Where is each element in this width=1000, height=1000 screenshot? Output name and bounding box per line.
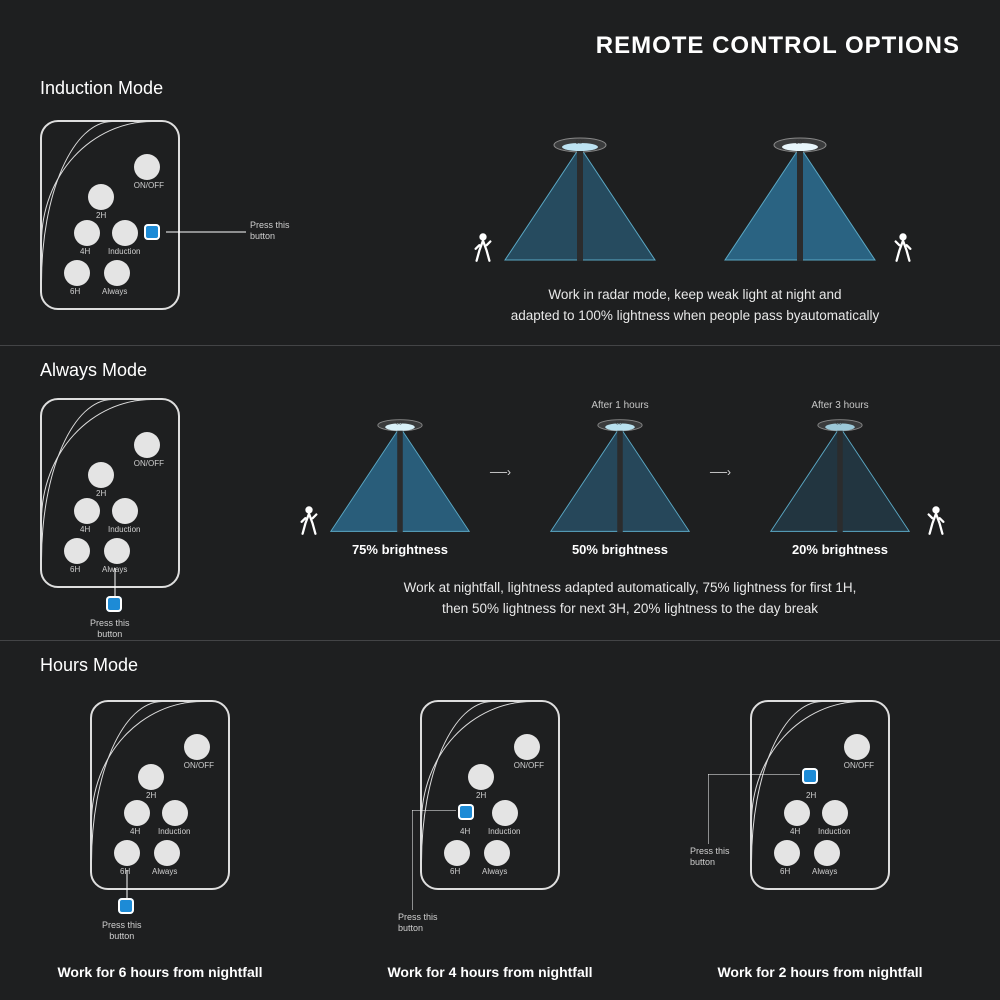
lamp-always-1: 60° 75% brightness bbox=[320, 400, 480, 557]
remote-always: ON/OFF 2H 4H Induction 6H Always Press t… bbox=[40, 398, 180, 588]
section-induction: Induction Mode bbox=[40, 78, 960, 109]
walker-icon bbox=[925, 505, 947, 535]
section-always: Always Mode bbox=[40, 360, 960, 391]
remote-6h: ON/OFF 2H 4H Induction 6H Always Press t… bbox=[90, 700, 230, 890]
remote-4h: ON/OFF 2H Induction 6H Always 4H Press t… bbox=[420, 700, 560, 890]
desc-always: Work at nightfall, lightness adapted aut… bbox=[300, 578, 960, 620]
press-label: Press this button bbox=[250, 220, 290, 242]
caption-6h: Work for 6 hours from nightfall bbox=[40, 964, 280, 980]
section-hours: Hours Mode bbox=[40, 655, 960, 686]
highlight-4h bbox=[458, 804, 474, 820]
divider bbox=[0, 640, 1000, 641]
remote-2h: ON/OFF 2H 4H Induction 6H Always Press t… bbox=[750, 700, 890, 890]
lamp-induction-2: 60° bbox=[720, 135, 880, 265]
press-label: Press this button bbox=[398, 912, 438, 934]
highlight-induction bbox=[144, 224, 160, 240]
remote-induction: ON/OFF 2H 4H Induction 6H Always Press t… bbox=[40, 120, 180, 310]
svg-text:60°: 60° bbox=[575, 140, 585, 146]
highlight-6h bbox=[118, 898, 134, 914]
lamp-always-3: After 3 hours 60° 20% brightness bbox=[760, 400, 920, 557]
press-label: Press this button bbox=[102, 920, 142, 942]
caption-4h: Work for 4 hours from nightfall bbox=[370, 964, 610, 980]
highlight-always bbox=[106, 596, 122, 612]
press-label: Press this button bbox=[90, 618, 130, 640]
arrow-icon: ──› bbox=[490, 465, 511, 479]
caption-2h: Work for 2 hours from nightfall bbox=[700, 964, 940, 980]
walker-icon bbox=[472, 232, 494, 262]
divider bbox=[0, 345, 1000, 346]
page-title: REMOTE CONTROL OPTIONS bbox=[596, 32, 960, 60]
highlight-2h bbox=[802, 768, 818, 784]
lamp-always-2: After 1 hours 60° 50% brightness bbox=[540, 400, 700, 557]
svg-text:60°: 60° bbox=[795, 140, 805, 146]
arrow-icon: ──› bbox=[710, 465, 731, 479]
press-label: Press this button bbox=[690, 846, 730, 868]
section-title-always: Always Mode bbox=[40, 360, 960, 381]
svg-text:60°: 60° bbox=[616, 420, 624, 426]
svg-text:60°: 60° bbox=[836, 420, 844, 426]
desc-induction: Work in radar mode, keep weak light at n… bbox=[430, 285, 960, 327]
walker-icon bbox=[298, 505, 320, 535]
lamp-induction-1: 60° bbox=[500, 135, 660, 265]
walker-icon bbox=[892, 232, 914, 262]
svg-text:60°: 60° bbox=[396, 420, 404, 426]
section-title-induction: Induction Mode bbox=[40, 78, 960, 99]
section-title-hours: Hours Mode bbox=[40, 655, 960, 676]
